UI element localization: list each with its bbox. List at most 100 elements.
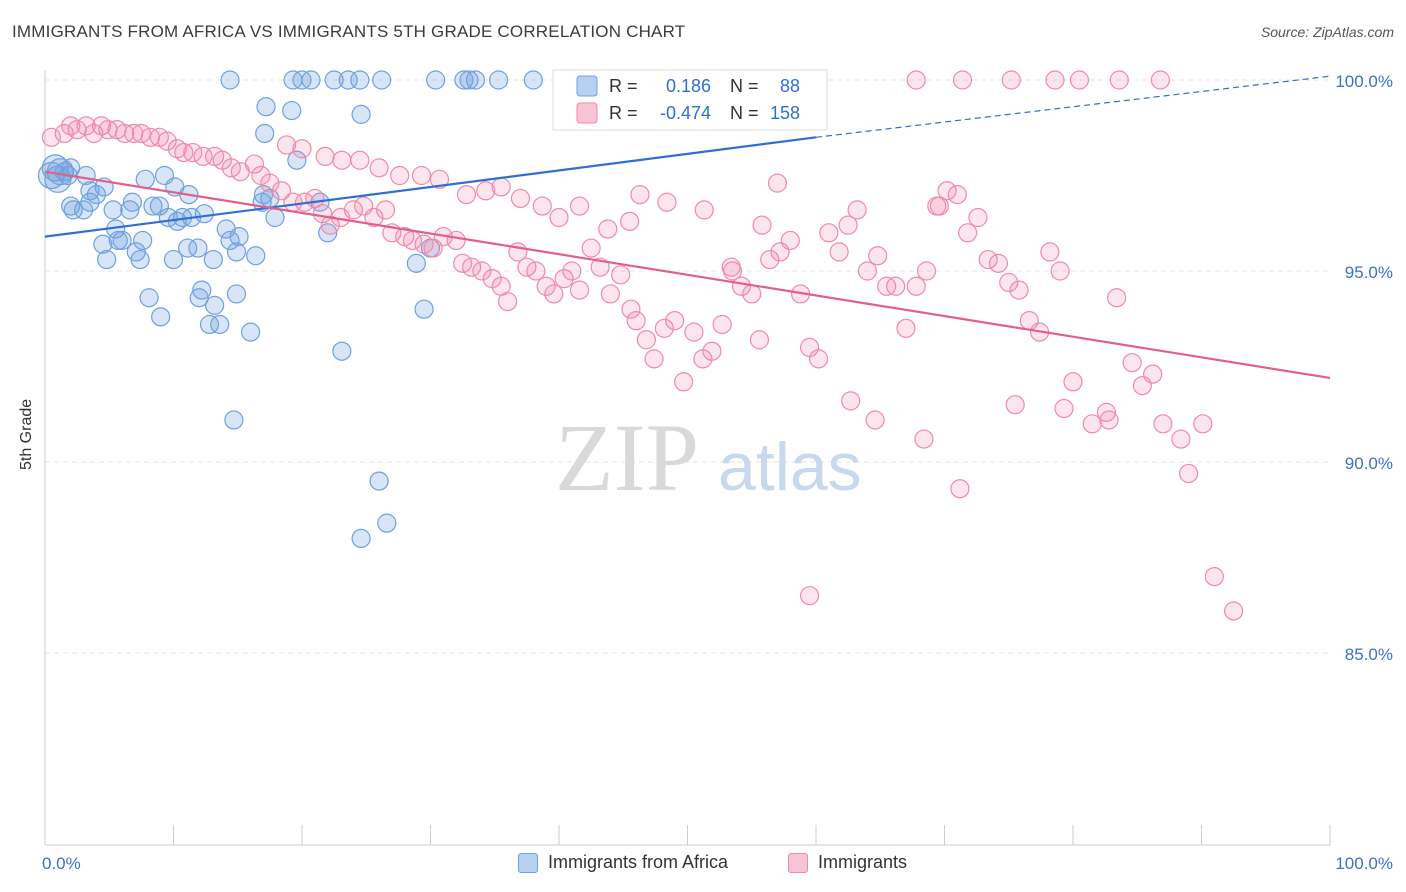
point-immigrants-from-africa	[203, 249, 223, 270]
stats-n-value-africa: 88	[780, 76, 800, 96]
point-immigrants	[665, 311, 685, 331]
point-immigrants	[674, 372, 694, 392]
legend-label-africa: Immigrants from Africa	[548, 852, 729, 872]
point-immigrants	[702, 341, 722, 361]
point-immigrants	[532, 196, 552, 216]
point-immigrants-from-africa	[188, 238, 208, 258]
point-immigrants	[950, 479, 970, 499]
point-immigrants	[462, 257, 482, 277]
stats-n-label-africa: N =	[730, 76, 759, 96]
point-immigrants	[510, 188, 531, 209]
point-immigrants	[544, 284, 564, 304]
point-immigrants	[364, 207, 384, 228]
point-immigrants	[1069, 70, 1090, 90]
point-immigrants	[626, 311, 646, 331]
stats-r-label-africa: R =	[609, 76, 638, 96]
point-immigrants-from-africa	[301, 70, 321, 90]
point-immigrants	[841, 391, 861, 411]
point-immigrants	[1179, 463, 1199, 484]
point-immigrants	[600, 284, 621, 304]
point-immigrants	[819, 223, 839, 243]
point-immigrants	[799, 586, 820, 606]
point-immigrants	[1109, 70, 1129, 90]
legend-item-immigrants[interactable]: Immigrants	[788, 852, 907, 873]
point-immigrants	[808, 349, 829, 369]
point-immigrants	[1204, 566, 1224, 587]
point-immigrants	[752, 215, 772, 235]
point-immigrants-from-africa	[226, 284, 247, 304]
tick-labels: 100.0% 95.0% 90.0% 85.0% 0.0% 100.0%	[42, 72, 1393, 873]
stats-r-value-africa: 0.186	[666, 76, 711, 96]
point-immigrants-from-africa	[151, 307, 171, 327]
point-immigrants	[581, 238, 601, 258]
stats-swatch-immigrants	[576, 102, 598, 124]
trend-lines	[44, 75, 1331, 380]
point-immigrants-from-africa	[130, 249, 150, 270]
stats-n-value-immigrants: 158	[770, 103, 800, 123]
point-immigrants-from-africa	[369, 471, 389, 491]
point-immigrants	[369, 158, 389, 178]
y-tick-label: 100.0%	[1335, 72, 1393, 91]
point-immigrants-from-africa	[489, 70, 509, 90]
point-immigrants	[896, 318, 916, 338]
point-immigrants	[636, 330, 656, 350]
point-immigrants	[1224, 601, 1244, 621]
point-immigrants	[276, 135, 297, 155]
axes	[44, 70, 1331, 846]
point-immigrants-from-africa	[265, 207, 285, 228]
point-immigrants-from-africa	[93, 234, 113, 254]
point-immigrants	[1050, 261, 1070, 281]
point-immigrants-from-africa	[459, 70, 479, 90]
point-immigrants-from-africa	[80, 192, 100, 212]
stats-r-value-immigrants: -0.474	[660, 103, 711, 123]
point-immigrants	[978, 249, 998, 270]
point-immigrants	[952, 70, 973, 90]
point-immigrants-from-africa	[103, 200, 123, 220]
point-immigrants	[315, 146, 335, 166]
point-immigrants-from-africa	[287, 150, 307, 170]
point-immigrants	[1099, 410, 1119, 430]
point-immigrants-from-africa	[135, 169, 155, 189]
point-immigrants	[611, 265, 631, 285]
point-immigrants-from-africa	[332, 341, 352, 361]
stats-r-label-immigrants: R =	[609, 103, 638, 123]
point-immigrants	[958, 223, 978, 243]
point-immigrants	[749, 330, 770, 350]
point-immigrants	[999, 272, 1019, 293]
point-immigrants-from-africa	[454, 70, 474, 90]
point-immigrants	[343, 200, 363, 220]
watermark-zip: ZIP	[555, 404, 699, 511]
point-immigrants	[472, 261, 492, 281]
point-immigrants-from-africa	[63, 200, 83, 220]
point-immigrants-from-africa	[372, 70, 392, 90]
point-immigrants-from-africa	[189, 288, 209, 308]
point-immigrants	[937, 181, 957, 201]
point-immigrants-from-africa	[86, 185, 107, 205]
y-axis-label: 5th Grade	[18, 398, 35, 470]
point-immigrants	[446, 230, 466, 251]
point-immigrants	[193, 146, 213, 166]
point-immigrants	[865, 410, 885, 430]
point-immigrants-from-africa	[256, 97, 276, 117]
point-immigrants-from-africa	[246, 246, 266, 266]
point-immigrants-from-africa	[220, 70, 240, 90]
point-immigrants-from-africa	[241, 322, 261, 342]
point-immigrants	[1054, 398, 1074, 419]
point-immigrants	[498, 291, 518, 312]
point-immigrants-from-africa	[122, 192, 142, 212]
point-immigrants	[906, 276, 926, 296]
legend-swatch-immigrants	[788, 852, 808, 873]
point-immigrants	[598, 219, 618, 239]
stats-legend: R = 0.186 N = 88 R = -0.474 N = 158	[552, 69, 828, 131]
point-immigrants	[916, 261, 937, 281]
stats-n-label-immigrants: N =	[730, 103, 759, 123]
point-immigrants	[1150, 70, 1170, 90]
point-immigrants	[968, 207, 988, 228]
point-immigrants	[1005, 395, 1025, 415]
bottom-legend: Immigrants from Africa Immigrants	[0, 852, 1406, 878]
point-immigrants	[886, 276, 906, 296]
point-immigrants	[456, 185, 477, 205]
legend-item-africa[interactable]: Immigrants from Africa	[518, 852, 728, 873]
point-immigrants	[76, 116, 96, 136]
